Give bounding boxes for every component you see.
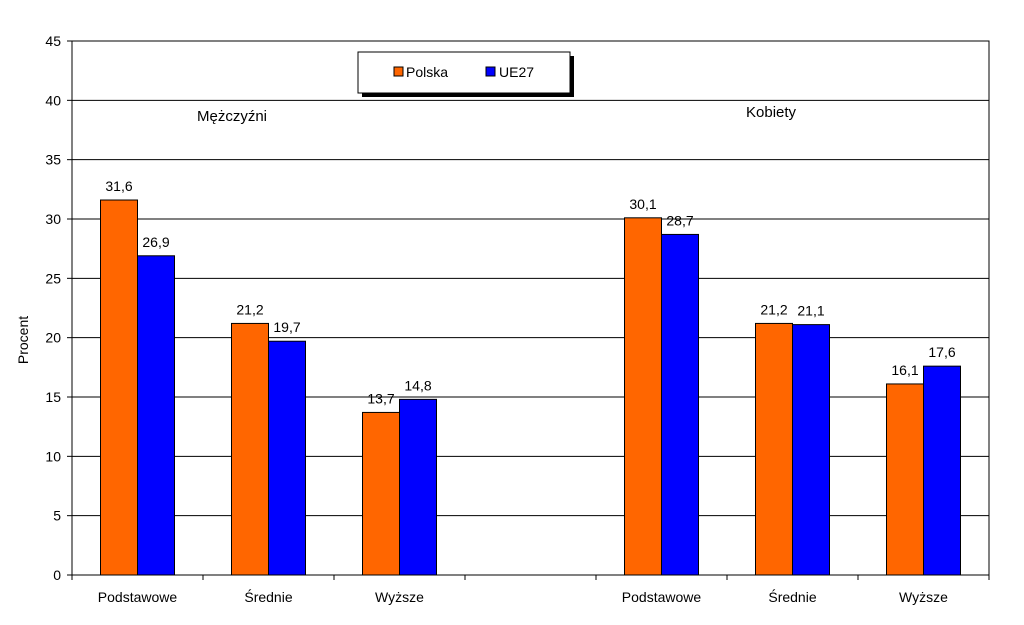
data-label-polska: 30,1 <box>629 196 656 212</box>
axes <box>71 40 990 580</box>
y-tick-label: 0 <box>53 567 61 583</box>
legend-swatch-ue27 <box>485 66 496 77</box>
legend-label-polska: Polska <box>406 64 448 80</box>
data-label-ue27: 21,1 <box>797 303 824 319</box>
y-tick-labels: 0 5 10 15 20 25 30 35 40 45 <box>45 33 72 583</box>
legend-swatch-polska <box>393 66 404 77</box>
x-tick-label: Podstawowe <box>622 589 702 605</box>
data-label-ue27: 28,7 <box>666 212 693 228</box>
bar-polska <box>755 322 793 576</box>
x-tick-label: Średnie <box>244 588 292 605</box>
data-labels: 31,6 21,2 13,7 30,1 21,2 16,1 26,9 19,7 14,8 28,7… <box>105 178 955 406</box>
y-tick-label: 30 <box>45 211 61 227</box>
bar-ue27 <box>268 340 306 576</box>
x-tick-label: Podstawowe <box>98 589 178 605</box>
annotation-women: Kobiety <box>746 104 797 121</box>
y-tick-label: 40 <box>45 92 61 108</box>
legend: Polska UE27 <box>357 51 574 97</box>
x-tick-label: Wyższe <box>375 589 424 605</box>
data-label-ue27: 19,7 <box>273 319 300 335</box>
bar-polska <box>624 217 662 576</box>
data-label-polska: 21,2 <box>760 301 787 317</box>
x-tick-label: Średnie <box>768 588 816 605</box>
data-label-ue27: 26,9 <box>142 234 169 250</box>
bar-polska <box>231 322 269 576</box>
data-label-polska: 13,7 <box>367 390 394 406</box>
bar-ue27 <box>923 365 961 576</box>
x-tick-labels: Podstawowe Średnie Wyższe Podstawowe Średnie… <box>98 588 948 605</box>
y-tick-label: 5 <box>53 508 61 524</box>
bars <box>100 199 961 576</box>
plot-border <box>71 40 990 576</box>
y-tick-label: 35 <box>45 152 61 168</box>
data-label-ue27: 17,6 <box>928 344 955 360</box>
y-tick-label: 15 <box>45 389 61 405</box>
y-tick-label: 10 <box>45 448 61 464</box>
x-tick-label: Wyższe <box>899 589 948 605</box>
y-tick-label: 20 <box>45 330 61 346</box>
legend-label-ue27: UE27 <box>499 64 534 80</box>
bar-ue27 <box>661 233 699 576</box>
data-label-polska: 16,1 <box>891 362 918 378</box>
bar-polska <box>100 199 138 576</box>
annotation-men: Mężczyźni <box>197 108 267 125</box>
plot-area <box>72 41 989 575</box>
bar-ue27 <box>137 255 175 576</box>
data-label-ue27: 14,8 <box>404 377 431 393</box>
bar-polska <box>362 411 400 576</box>
y-tick-label: 25 <box>45 270 61 286</box>
data-label-polska: 21,2 <box>236 301 263 317</box>
bar-ue27 <box>399 398 437 576</box>
y-axis-label: Procent <box>15 316 31 364</box>
y-tick-label: 45 <box>45 33 61 49</box>
bar-ue27 <box>792 324 830 576</box>
data-label-polska: 31,6 <box>105 178 132 194</box>
bar-polska <box>886 383 924 576</box>
